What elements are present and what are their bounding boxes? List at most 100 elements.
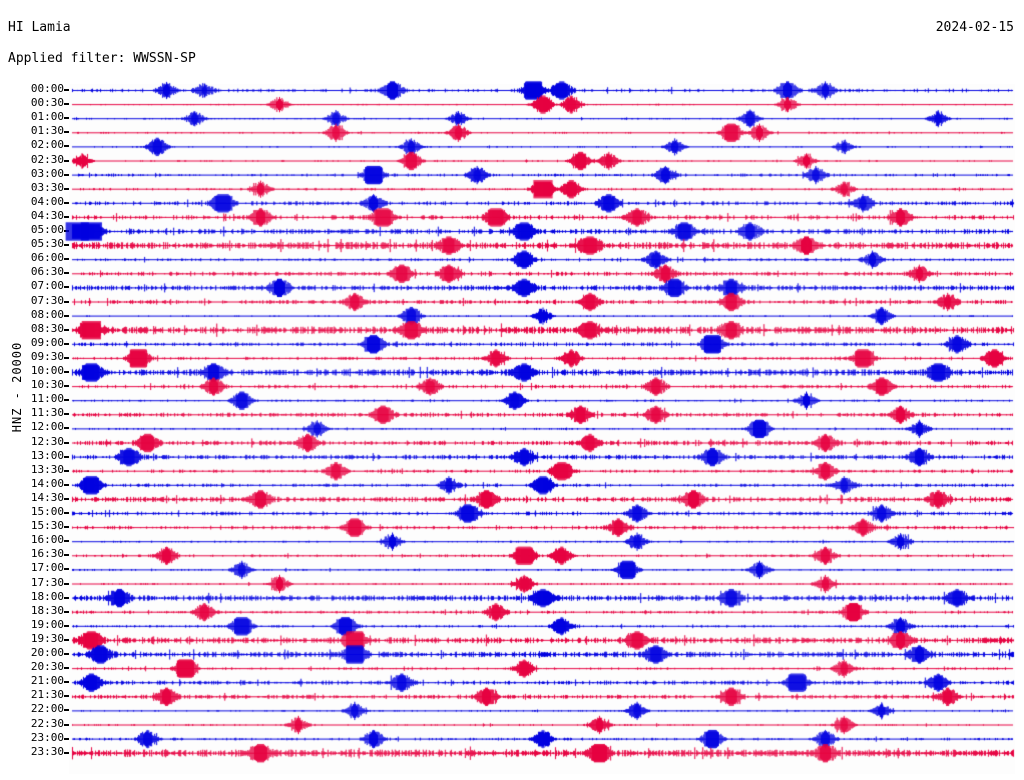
time-label: 00:00 xyxy=(30,82,64,95)
axis-tick xyxy=(64,328,69,331)
axis-tick xyxy=(64,709,69,712)
time-label: 05:30 xyxy=(30,237,64,251)
time-label: 21:30 xyxy=(30,688,64,702)
axis-tick xyxy=(64,554,69,557)
axis-tick xyxy=(64,751,69,754)
time-label: 09:30 xyxy=(30,349,64,363)
time-label: 15:30 xyxy=(30,519,64,533)
time-label: 08:00 xyxy=(30,307,64,321)
axis-tick xyxy=(64,314,69,317)
axis-tick xyxy=(64,131,69,134)
axis-tick xyxy=(64,568,69,571)
axis-tick xyxy=(64,103,69,106)
time-label: 13:30 xyxy=(30,462,64,476)
time-label: 10:30 xyxy=(30,378,64,392)
time-label: 18:00 xyxy=(30,589,64,603)
axis-tick xyxy=(64,681,69,684)
time-label: 03:30 xyxy=(30,180,64,194)
axis-tick xyxy=(64,342,69,345)
axis-tick xyxy=(64,399,69,402)
time-label: 07:00 xyxy=(30,279,64,293)
time-label: 23:30 xyxy=(30,744,64,758)
axis-tick xyxy=(64,497,69,500)
time-label: 18:30 xyxy=(30,603,64,617)
axis-tick xyxy=(64,272,69,275)
time-label: 20:00 xyxy=(30,646,64,659)
time-label: 16:00 xyxy=(30,533,64,547)
axis-tick xyxy=(64,371,69,373)
time-label: 04:00 xyxy=(30,194,64,208)
time-label: 11:00 xyxy=(30,392,64,406)
axis-tick xyxy=(64,695,69,698)
axis-tick xyxy=(64,215,69,218)
axis-tick xyxy=(64,117,69,120)
time-label: 07:30 xyxy=(30,293,64,307)
axis-tick xyxy=(64,413,69,416)
axis-tick xyxy=(64,653,69,655)
time-label: 10:00 xyxy=(30,364,64,377)
time-label: 19:30 xyxy=(30,631,64,645)
time-label: 02:30 xyxy=(30,152,64,166)
time-label: 05:00 xyxy=(30,223,64,236)
time-label: 00:30 xyxy=(30,96,64,110)
axis-tick xyxy=(64,427,69,430)
axis-tick xyxy=(64,667,69,670)
axis-tick xyxy=(64,596,69,599)
axis-tick xyxy=(64,145,69,148)
axis-tick xyxy=(64,512,69,514)
time-label: 01:00 xyxy=(30,110,64,124)
time-label: 17:30 xyxy=(30,575,64,589)
time-label: 09:00 xyxy=(30,335,64,349)
time-label: 12:30 xyxy=(30,434,64,448)
time-label: 19:00 xyxy=(30,617,64,631)
time-label: 15:00 xyxy=(30,505,64,518)
axis-tick xyxy=(64,526,69,529)
axis-tick xyxy=(64,173,69,176)
time-label: 06:00 xyxy=(30,251,64,265)
axis-tick xyxy=(64,455,69,458)
axis-tick xyxy=(64,441,69,444)
time-label: 14:00 xyxy=(30,476,64,490)
axis-tick xyxy=(64,230,69,232)
time-label: 12:00 xyxy=(30,420,64,434)
axis-tick xyxy=(64,258,69,261)
plot-background xyxy=(69,84,1015,774)
time-label: 06:30 xyxy=(30,265,64,279)
axis-tick xyxy=(64,723,69,726)
time-label: 23:00 xyxy=(30,730,64,744)
axis-tick xyxy=(64,483,69,486)
time-label: 13:00 xyxy=(30,448,64,462)
axis-tick xyxy=(64,469,69,472)
time-label: 02:00 xyxy=(30,138,64,152)
time-label: 22:30 xyxy=(30,716,64,730)
axis-tick xyxy=(64,201,69,204)
axis-tick xyxy=(64,300,69,303)
axis-tick xyxy=(64,159,69,162)
record-date: 2024-02-15 xyxy=(935,20,1014,35)
time-label: 04:30 xyxy=(30,208,64,222)
page-title: HI Lamia xyxy=(8,20,71,35)
axis-tick xyxy=(64,737,69,740)
time-label: 22:00 xyxy=(30,702,64,716)
applied-filter-label: Applied filter: WWSSN-SP xyxy=(8,51,196,66)
axis-tick xyxy=(64,244,69,247)
time-label: 03:00 xyxy=(30,166,64,180)
time-label: 11:30 xyxy=(30,406,64,420)
time-label: 08:30 xyxy=(30,321,64,335)
axis-tick xyxy=(64,624,69,627)
axis-tick xyxy=(64,356,69,359)
time-label: 17:00 xyxy=(30,561,64,575)
time-label: 20:30 xyxy=(30,660,64,674)
axis-tick xyxy=(64,540,69,543)
axis-tick xyxy=(64,89,69,91)
time-label: 01:30 xyxy=(30,124,64,138)
time-label: 16:30 xyxy=(30,547,64,561)
axis-tick xyxy=(64,610,69,613)
time-label: 21:00 xyxy=(30,674,64,688)
axis-tick xyxy=(64,638,69,641)
axis-tick xyxy=(64,385,69,388)
axis-tick xyxy=(64,187,69,190)
axis-tick xyxy=(64,582,69,585)
y-axis-label: HNZ - 20000 xyxy=(10,341,24,433)
